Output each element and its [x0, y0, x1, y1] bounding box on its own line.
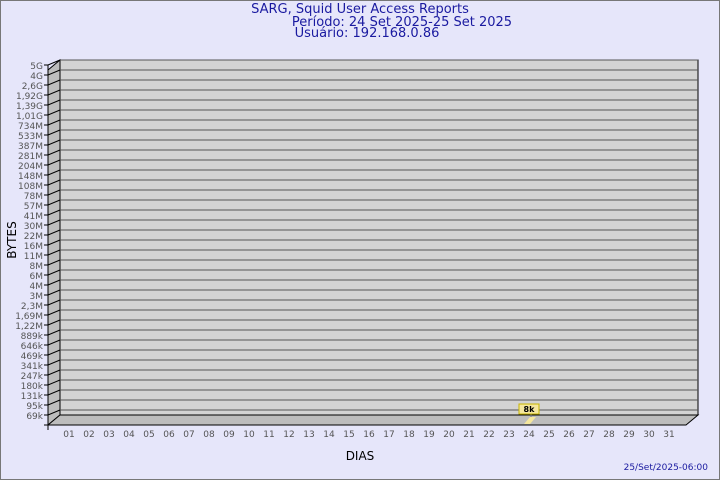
y-tick-label: 3M: [30, 292, 44, 302]
x-tick-label: 28: [603, 430, 615, 440]
plot-floor: [46, 414, 700, 426]
x-tick-label: 05: [143, 430, 154, 440]
footer-timestamp: 25/Set/2025-06:00: [624, 463, 709, 473]
x-tick-label: 20: [443, 430, 455, 440]
x-tick-label: 06: [163, 430, 175, 440]
x-tick-label: 27: [583, 430, 594, 440]
plot-back-wall: [59, 59, 699, 416]
x-tick-label: 29: [623, 430, 635, 440]
y-tick-label: 646k: [21, 342, 44, 352]
data-label-box: [518, 403, 540, 415]
y-tick-label: 4G: [30, 72, 43, 82]
y-tick-label: 148M: [18, 172, 43, 182]
y-tick-label: 11M: [24, 252, 43, 262]
data-label: 8k: [518, 403, 540, 415]
x-tick-label: 01: [63, 430, 74, 440]
y-tick-label: 4M: [30, 282, 44, 292]
y-tick-label: 16M: [24, 242, 43, 252]
x-tick-label: 17: [383, 430, 394, 440]
y-tick-label: 341k: [21, 362, 44, 372]
x-tick-label: 25: [543, 430, 554, 440]
y-tick-label: 131k: [21, 392, 44, 402]
x-tick-label: 11: [263, 430, 274, 440]
y-tick-label: 6M: [30, 272, 44, 282]
x-tick-label: 07: [183, 430, 194, 440]
y-tick-label: 41M: [24, 212, 43, 222]
y-tick-label: 1,22M: [15, 322, 43, 332]
x-tick-label: 04: [123, 430, 135, 440]
x-tick-label: 30: [643, 430, 655, 440]
x-tick-label: 13: [303, 430, 314, 440]
y-tick-label: 95k: [26, 402, 43, 412]
y-tick-label: 22M: [24, 232, 43, 242]
bar: [524, 417, 536, 424]
y-tick-label: 2,6G: [22, 82, 43, 92]
x-tick-label: 03: [103, 430, 114, 440]
x-axis-label: DIAS: [346, 449, 375, 463]
y-tick-label: 469k: [21, 352, 44, 362]
x-tick-label: 23: [503, 430, 514, 440]
x-tick-label: 24: [523, 430, 535, 440]
y-tick-label: 8M: [30, 262, 44, 272]
y-tick-label: 180k: [21, 382, 44, 392]
y-tick-label: 889k: [21, 332, 44, 342]
y-tick-label: 2,3M: [21, 302, 43, 312]
y-tick-label: 387M: [18, 142, 43, 152]
y-tick-label: 1,39G: [16, 102, 43, 112]
chart-title: SARG, Squid User Access Reports: [251, 2, 469, 17]
x-tick-label: 22: [483, 430, 494, 440]
y-tick-label: 30M: [24, 222, 43, 232]
x-tick-label: 15: [343, 430, 354, 440]
y-tick-label: 281M: [18, 152, 43, 162]
y-tick-label: 247k: [21, 372, 44, 382]
y-tick-label: 204M: [18, 162, 43, 172]
y-tick-label: 57M: [24, 202, 43, 212]
x-tick-label: 10: [243, 430, 255, 440]
x-tick-label: 21: [463, 430, 474, 440]
x-tick-label: 02: [83, 430, 94, 440]
y-tick-label: 533M: [18, 132, 43, 142]
x-tick-label: 18: [403, 430, 415, 440]
x-tick-label: 14: [323, 430, 335, 440]
chart-period: Período: 24 Set 2025-25 Set 2025: [291, 15, 513, 30]
y-axis-label: BYTES: [5, 221, 19, 258]
y-tick-label: 78M: [24, 192, 43, 202]
x-tick-label: 26: [563, 430, 575, 440]
y-tick-label: 5G: [30, 62, 43, 72]
y-tick-label: 1,69M: [15, 312, 43, 322]
y-tick-label: 69k: [26, 412, 43, 422]
y-tick-label: 1,01G: [16, 112, 43, 122]
data-label-text: 8k: [524, 405, 536, 414]
x-tick-label: 19: [423, 430, 435, 440]
x-tick-label: 08: [203, 430, 215, 440]
x-tick-label: 12: [283, 430, 294, 440]
y-tick-label: 1,92G: [16, 92, 43, 102]
x-tick-label: 31: [663, 430, 674, 440]
y-tick-label: 734M: [18, 122, 43, 132]
x-tick-label: 16: [363, 430, 375, 440]
x-tick-label: 09: [223, 430, 235, 440]
chart-user: Usuário: 192.168.0.86: [294, 26, 440, 41]
y-tick-label: 108M: [18, 182, 43, 192]
